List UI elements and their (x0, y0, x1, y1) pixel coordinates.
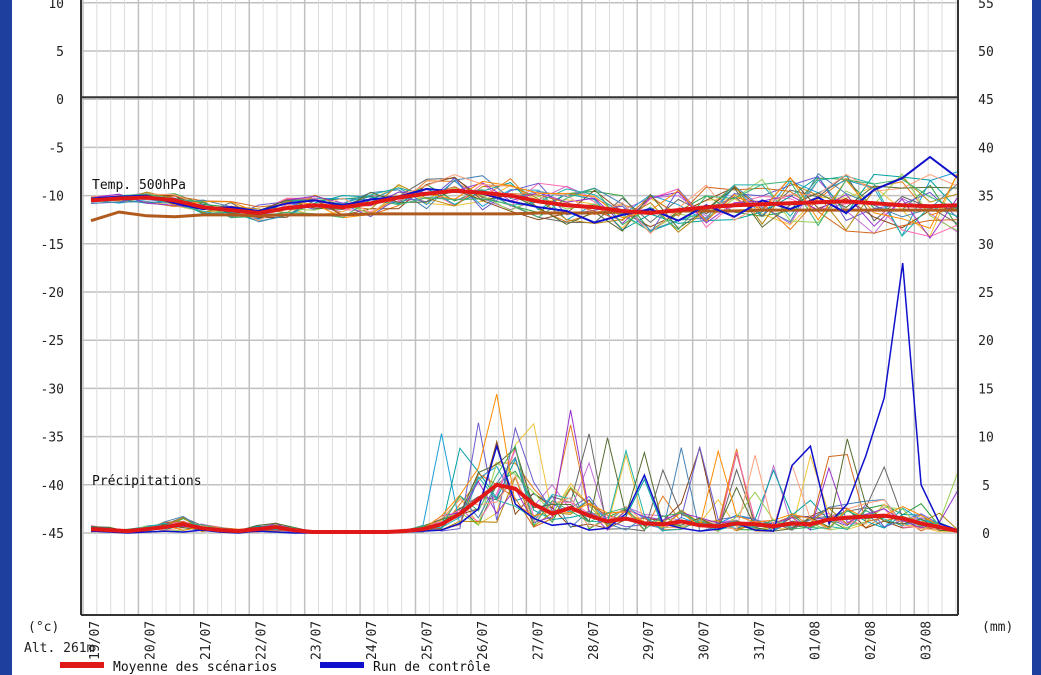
altitude-label: Alt. 261m (24, 641, 95, 656)
y-right-tick-label: 30 (978, 238, 994, 253)
y-right-tick-label: 55 (978, 0, 994, 12)
legend: Moyenne des scénarios Run de contrôle (60, 660, 491, 675)
x-tick-label: 22/07 (254, 621, 269, 660)
legend-swatch-mean (60, 662, 104, 668)
ensemble-temp-line (90, 186, 959, 234)
main-series (90, 155, 959, 534)
y-right-unit: (mm) (982, 620, 1013, 635)
y-right-tick-label: 10 (978, 431, 994, 446)
y-right-tick-label: 40 (978, 141, 994, 156)
x-tick-label: 24/07 (365, 621, 380, 660)
y-right-tick-label: 45 (978, 93, 994, 108)
y-right-tick-label: 5 (982, 479, 990, 494)
y-right-tick-label: 20 (978, 334, 994, 349)
y-left-tick-label: -35 (41, 431, 64, 446)
x-tick-label: 29/07 (642, 621, 657, 660)
x-tick-label: 03/08 (919, 621, 934, 660)
axes (80, 0, 959, 616)
y-left-tick-label: -20 (41, 286, 64, 301)
legend-swatch-control (320, 662, 364, 668)
y-left-tick-label: 5 (56, 45, 64, 60)
y-left-tick-label: -45 (41, 527, 64, 542)
legend-label-mean: Moyenne des scénarios (113, 660, 277, 675)
chart-frame: 10 5 0 -5 -10 -15 -20 -25 -30 -35 -40 -45 55 50 45 40 35… (12, 0, 1032, 675)
y-left-tick-label: -30 (41, 382, 64, 397)
x-tick-label: 27/07 (531, 621, 546, 660)
y-right-tick-label: 35 (978, 190, 994, 205)
climatology-temp-line (90, 208, 958, 223)
y-left-tick-label: -10 (41, 190, 64, 205)
y-left-tick-label: -25 (41, 334, 64, 349)
x-tick-label: 25/07 (421, 621, 436, 660)
y-right-tick-label: 15 (978, 382, 994, 397)
x-tick-label: 30/07 (698, 621, 713, 660)
mean-temp-line (90, 188, 959, 216)
precip-annotation: Précipitations (92, 474, 202, 489)
temp-annotation: Temp. 500hPa (92, 178, 186, 193)
y-right-tick-label: 50 (978, 45, 994, 60)
y-left-tick-label: -15 (41, 238, 64, 253)
x-tick-label: 20/07 (143, 621, 158, 660)
x-tick-label: 26/07 (476, 621, 491, 660)
y-right-tick-label: 0 (982, 527, 990, 542)
y-left-tick-label: -5 (48, 141, 64, 156)
y-left-tick-label: 0 (56, 93, 64, 108)
ensemble-temp-line (90, 178, 959, 231)
y-left-tick-label: -40 (41, 479, 64, 494)
y-right-tick-label: 25 (978, 286, 994, 301)
tick-labels: 1050-5-10-15-20-25-30-35-40-455550454035… (41, 0, 994, 660)
y-left-unit: (°c) (28, 620, 59, 635)
x-tick-label: 21/07 (199, 621, 214, 660)
ensemble-chart: 1050-5-10-15-20-25-30-35-40-455550454035… (24, 0, 1013, 675)
control-temp-line (90, 155, 959, 224)
x-tick-label: 31/07 (753, 621, 768, 660)
grid (81, 0, 958, 615)
mean-precip-line (90, 482, 959, 534)
x-tick-label: 02/08 (864, 621, 879, 660)
ensemble-temp-line (90, 172, 959, 229)
x-tick-label: 23/07 (310, 621, 325, 660)
y-left-tick-label: 10 (48, 0, 64, 12)
x-tick-label: 19/07 (88, 621, 103, 660)
legend-label-control: Run de contrôle (373, 660, 491, 675)
x-tick-label: 28/07 (587, 621, 602, 660)
x-tick-label: 01/08 (808, 621, 823, 660)
ensemble-temp-line (90, 185, 959, 232)
